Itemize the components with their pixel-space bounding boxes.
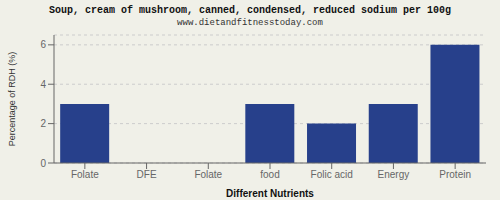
svg-text:Different Nutrients: Different Nutrients (226, 188, 314, 199)
svg-text:Protein: Protein (439, 169, 471, 180)
html-text:www.dietandfitnesstoday.com: www.dietandfitnesstoday.com (177, 18, 323, 28)
svg-text:DFE: DFE (137, 169, 157, 180)
svg-text:2: 2 (40, 118, 46, 129)
html-text:Soup, cream of mushroom, canne: Soup, cream of mushroom, canned, condens… (49, 5, 451, 16)
svg-text:6: 6 (40, 39, 46, 50)
svg-text:4: 4 (40, 79, 46, 90)
svg-text:food: food (260, 169, 279, 180)
svg-text:Folate: Folate (71, 169, 99, 180)
svg-text:Folic acid: Folic acid (311, 169, 353, 180)
svg-text:Percentage of RDH (%): Percentage of RDH (%) (8, 52, 17, 147)
svg-text:0: 0 (40, 158, 46, 169)
svg-text:Energy: Energy (378, 169, 410, 180)
svg-text:Folate: Folate (194, 169, 222, 180)
